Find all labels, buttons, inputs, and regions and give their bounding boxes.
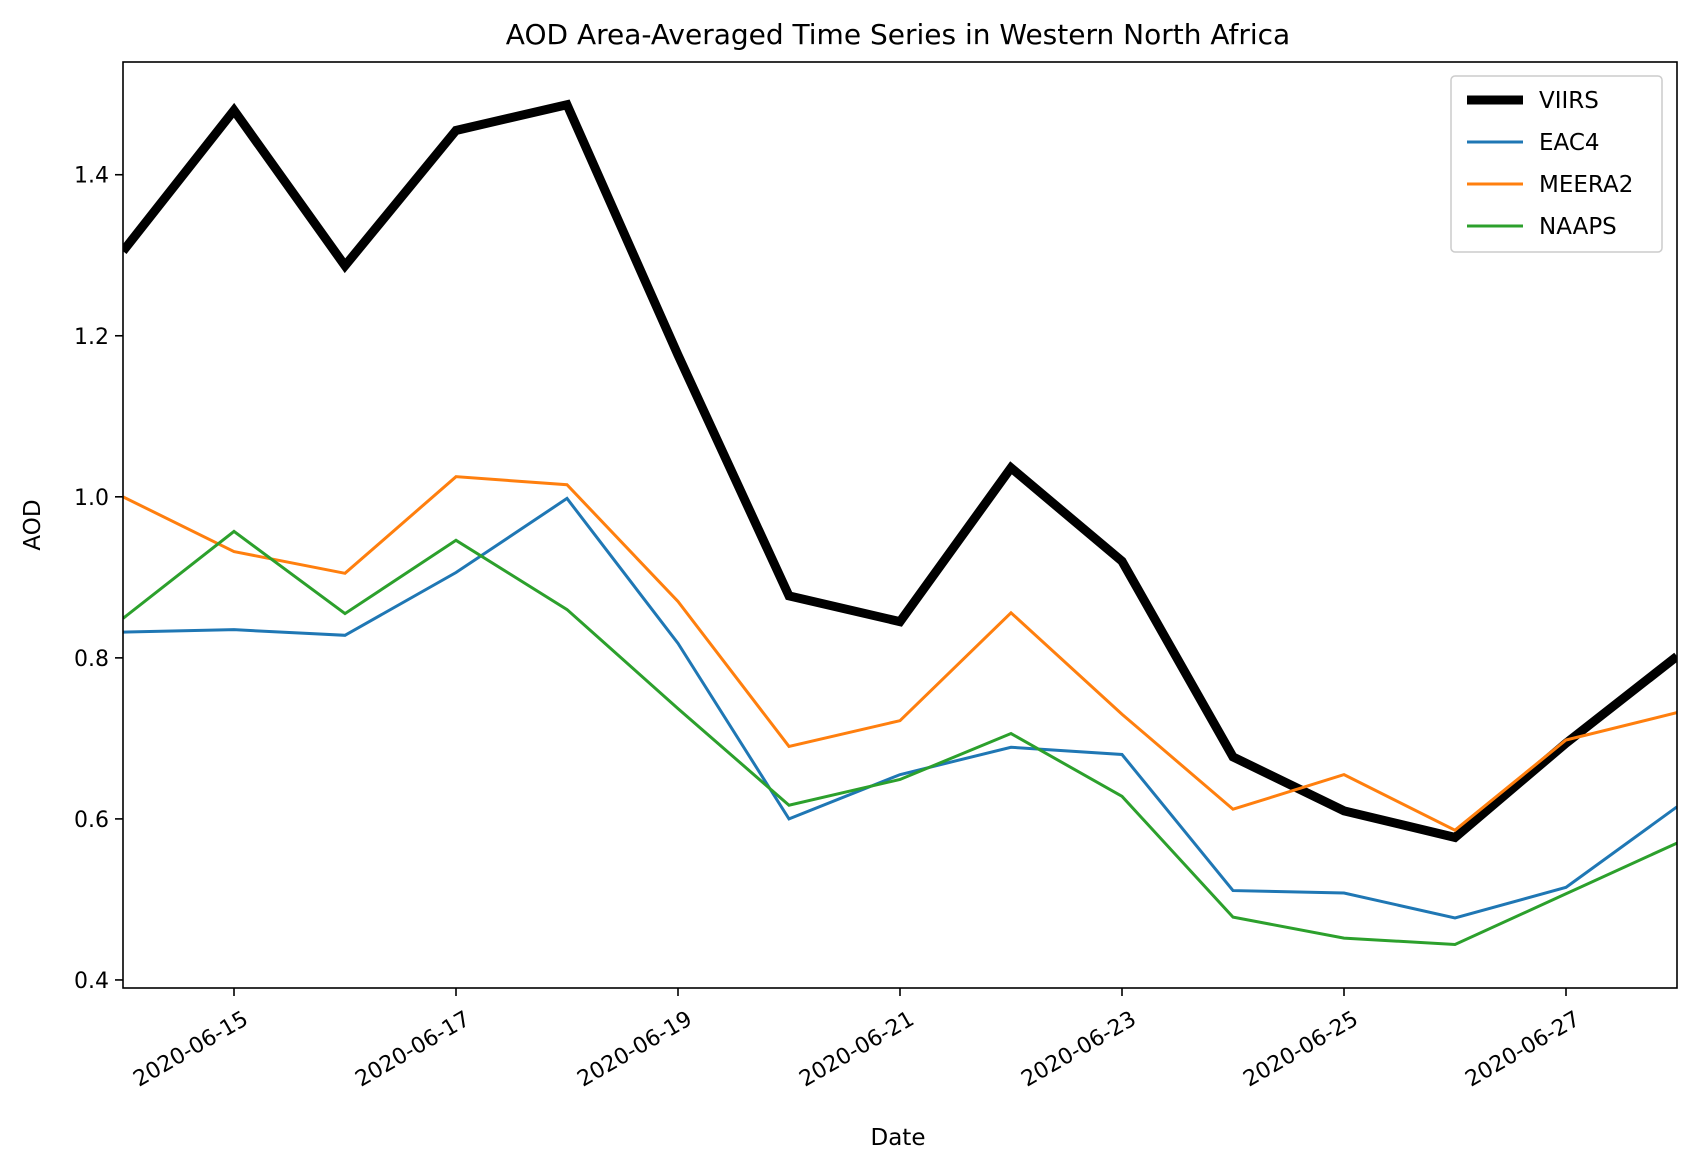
- y-tick-label: 1.4: [74, 164, 109, 189]
- legend: VIIRS EAC4 MEERA2 NAAPS: [1450, 75, 1663, 253]
- series-line-eac4: [123, 496, 1677, 920]
- legend-label-naaps: NAAPS: [1539, 214, 1617, 240]
- y-tick-label: 0.8: [74, 647, 109, 672]
- legend-label-eac4: EAC4: [1539, 130, 1600, 156]
- series-line-viirs: [123, 99, 1677, 843]
- plot-area: [123, 99, 1677, 947]
- x-axis-title: Date: [871, 1125, 926, 1151]
- y-tick-label: 0.4: [74, 969, 109, 994]
- y-tick-label: 1.0: [74, 486, 109, 511]
- series-line-naaps: [123, 529, 1677, 947]
- legend-label-viirs: VIIRS: [1539, 88, 1599, 114]
- series-line-meera2: [123, 475, 1677, 832]
- legend-box: [1450, 75, 1663, 253]
- y-axis-title: AOD: [20, 499, 46, 550]
- y-tick-label: 1.2: [74, 325, 109, 350]
- legend-label-meera2: MEERA2: [1539, 172, 1633, 198]
- chart-title: AOD Area-Averaged Time Series in Western…: [506, 18, 1290, 51]
- y-tick-label: 0.6: [74, 808, 109, 833]
